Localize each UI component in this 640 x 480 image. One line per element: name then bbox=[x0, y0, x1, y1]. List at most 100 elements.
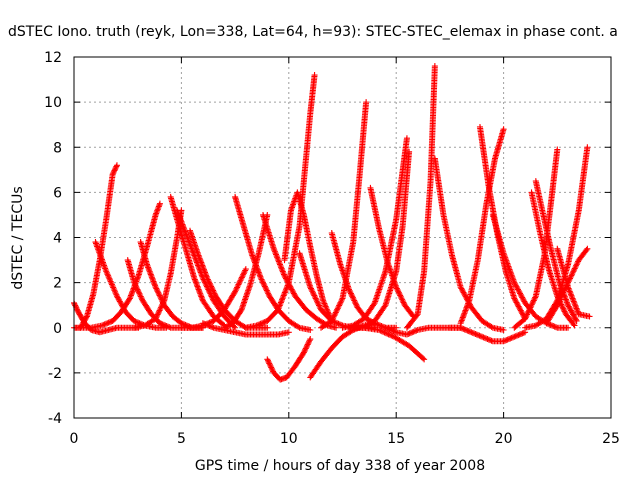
data-point bbox=[573, 317, 580, 324]
data-point bbox=[206, 280, 213, 287]
data-point bbox=[205, 277, 212, 284]
data-point bbox=[500, 327, 507, 334]
data-point bbox=[281, 289, 288, 296]
data-point bbox=[138, 294, 145, 301]
data-point bbox=[559, 290, 566, 297]
data-point bbox=[109, 171, 116, 178]
data-point bbox=[259, 277, 266, 284]
data-point bbox=[516, 331, 523, 338]
data-arc bbox=[528, 189, 578, 329]
data-point bbox=[574, 308, 581, 315]
data-point bbox=[309, 288, 316, 295]
data-point bbox=[279, 268, 286, 275]
data-point bbox=[313, 296, 320, 303]
data-point bbox=[311, 294, 318, 301]
data-point bbox=[260, 319, 267, 326]
data-point bbox=[407, 329, 414, 336]
data-point bbox=[572, 316, 579, 323]
data-point bbox=[282, 288, 289, 295]
data-point bbox=[199, 320, 206, 327]
data-point bbox=[468, 329, 475, 336]
data-point bbox=[312, 295, 319, 302]
data-point bbox=[153, 285, 160, 292]
data-point bbox=[572, 304, 579, 311]
data-point bbox=[316, 303, 323, 310]
data-point bbox=[259, 279, 266, 286]
data-point bbox=[573, 261, 580, 268]
data-point bbox=[114, 294, 121, 301]
grid bbox=[74, 57, 611, 418]
data-point bbox=[290, 290, 297, 297]
data-point bbox=[275, 306, 282, 313]
data-point bbox=[241, 268, 248, 275]
data-point bbox=[236, 280, 243, 287]
data-point bbox=[116, 298, 123, 305]
data-point bbox=[561, 288, 568, 295]
data-point bbox=[257, 320, 264, 327]
data-point bbox=[488, 323, 495, 330]
data-point bbox=[256, 321, 263, 328]
data-point bbox=[565, 284, 572, 291]
data-point bbox=[513, 299, 520, 306]
data-point bbox=[159, 299, 166, 306]
data-point bbox=[514, 286, 521, 293]
data-arc bbox=[186, 227, 271, 331]
data-point bbox=[157, 295, 164, 302]
data-point bbox=[133, 285, 140, 292]
data-point bbox=[347, 289, 354, 296]
data-point bbox=[278, 264, 285, 271]
x-tick-label: 5 bbox=[177, 431, 186, 447]
data-point bbox=[102, 320, 109, 327]
data-point bbox=[277, 301, 284, 307]
data-point bbox=[113, 163, 120, 170]
data-point bbox=[519, 310, 526, 317]
data-point bbox=[101, 321, 108, 328]
data-point bbox=[431, 63, 438, 70]
data-point bbox=[300, 350, 307, 357]
data-point bbox=[334, 306, 341, 313]
data-point bbox=[479, 333, 486, 340]
data-point bbox=[279, 295, 286, 302]
data-point bbox=[501, 337, 508, 344]
data-point bbox=[333, 324, 340, 331]
data-point bbox=[413, 327, 420, 334]
data-point bbox=[237, 277, 244, 284]
x-tick-label: 15 bbox=[387, 431, 405, 447]
data-point bbox=[158, 296, 165, 303]
data-point bbox=[403, 135, 410, 142]
data-point bbox=[295, 323, 302, 330]
data-point bbox=[261, 283, 268, 290]
data-point bbox=[239, 273, 246, 280]
plot-frame bbox=[73, 56, 612, 419]
data-point bbox=[131, 279, 138, 286]
data-point bbox=[209, 286, 216, 293]
data-point bbox=[374, 321, 381, 328]
data-point bbox=[156, 292, 163, 299]
data-point bbox=[395, 289, 402, 296]
data-point bbox=[264, 324, 271, 331]
y-tick-label: 2 bbox=[53, 276, 62, 292]
data-point bbox=[157, 293, 164, 300]
data-point bbox=[304, 341, 311, 348]
data-point bbox=[333, 308, 340, 315]
data-point bbox=[307, 336, 314, 343]
data-point bbox=[569, 295, 576, 302]
data-arc bbox=[281, 189, 335, 324]
data-point bbox=[285, 280, 292, 287]
data-point bbox=[335, 320, 342, 327]
data-point bbox=[106, 319, 113, 326]
data-arc bbox=[446, 324, 529, 345]
data-point bbox=[257, 275, 264, 282]
data-point bbox=[336, 321, 343, 328]
data-point bbox=[345, 286, 352, 293]
data-point bbox=[487, 337, 494, 344]
data-point bbox=[527, 304, 534, 311]
data-point bbox=[571, 301, 578, 308]
data-point bbox=[74, 306, 81, 313]
data-point bbox=[155, 310, 162, 317]
data-point bbox=[311, 292, 318, 299]
data-point bbox=[268, 364, 275, 371]
data-point bbox=[121, 306, 128, 313]
data-point bbox=[337, 299, 344, 306]
